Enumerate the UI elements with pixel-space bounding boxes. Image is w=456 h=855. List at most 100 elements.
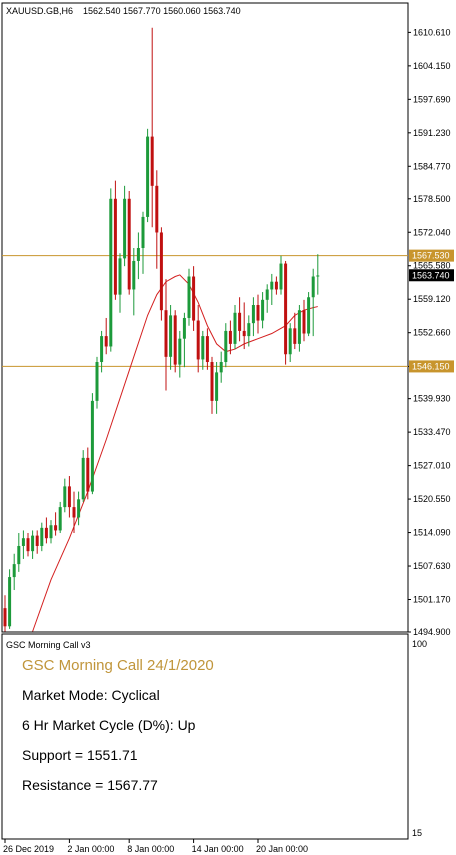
candle-body [261,299,265,321]
candle-body [3,608,7,627]
candle-body [297,310,301,344]
candle-body [136,248,140,261]
candle-body [205,336,209,363]
candle-body [104,336,108,347]
indicator-panel-frame [1,633,409,840]
candle-body [123,198,127,259]
candle-body [21,538,25,546]
indicator-name: GSC Morning Call v3 [6,640,91,650]
candle-body [109,198,113,347]
candle-body [17,545,21,565]
candle-body [164,310,168,357]
candle-body [100,336,104,363]
candle-body [293,328,297,344]
candle-body [12,564,16,578]
candle-body [302,310,306,334]
support-text: Support = 1551.71 [22,747,138,763]
price-tick-label: 1514.090 [413,528,451,538]
candle-body [81,457,85,500]
resistance-price-tag: 1567.530 [412,251,450,261]
candle-body [35,535,39,546]
time-axis: 26 Dec 2019 2 Jan 00:00 8 Jan 00:00 14 Jan … [3,839,308,854]
candle-body [113,198,117,295]
candle-body [233,312,237,344]
price-tick-label: 1494.900 [413,627,451,637]
candle-body [31,535,35,552]
symbol-label: XAUUSD.GB,H6 [6,6,73,16]
price-tick-label: 1604.150 [413,61,451,71]
price-tick-label: 1533.470 [413,427,451,437]
candle-body [201,336,205,360]
price-tick-label: 1520.550 [413,494,451,504]
price-tick-label: 1591.230 [413,128,451,138]
price-tags: 1567.530 1546.150 1563.740 [409,249,454,373]
candle-body [316,275,320,277]
market-mode-text: Market Mode: Cyclical [22,687,160,703]
candle-body [251,305,255,324]
price-tick-label: 1610.610 [413,27,451,37]
candle-body [265,289,269,300]
current-price-tag: 1563.740 [412,270,450,280]
candle-body [182,317,186,339]
candle-body [238,312,242,331]
price-tick-label: 1584.770 [413,161,451,171]
candle-body [192,276,196,321]
candle-body [72,507,76,518]
candle-body [284,263,288,355]
candle-body [169,315,173,357]
candle-body [141,216,145,249]
candle-body [178,338,182,365]
ohlc-values: 1562.540 1567.770 1560.060 1563.740 [83,6,241,16]
price-panel-frame [1,2,409,633]
candles [3,27,320,632]
candle-body [210,362,214,401]
indicator-scale-top: 100 [412,639,427,649]
candle-body [288,328,292,355]
candle-body [173,315,177,365]
horizontal-levels [2,255,408,367]
candle-body [187,276,191,318]
candle-body [67,486,71,508]
price-tick-label: 1578.500 [413,194,451,204]
candle-body [256,305,260,321]
candle-body [307,297,311,334]
candle-body [90,400,94,492]
candle-body [118,258,122,295]
support-price-tag: 1546.150 [412,361,450,371]
candle-body [270,281,274,290]
price-tick-label: 1559.120 [413,294,451,304]
candle-body [127,198,131,290]
price-tick-label: 1527.010 [413,461,451,471]
price-tick-label: 1597.690 [413,94,451,104]
indicator-title: GSC Morning Call 24/1/2020 [22,657,214,674]
price-tick-label: 1572.040 [413,227,451,237]
price-scale: 1610.610 1604.150 1597.690 1591.230 1584.770… [408,27,451,637]
candle-body [132,260,136,290]
candle-body [49,525,53,539]
time-tick-label: 2 Jan 00:00 [67,844,114,854]
candle-body [215,372,219,401]
price-tick-label: 1552.660 [413,328,451,338]
price-tick-label: 1507.630 [413,561,451,571]
market-cycle-text: 6 Hr Market Cycle (D%): Up [22,717,196,733]
time-tick-label: 20 Jan 00:00 [256,844,308,854]
candle-body [159,232,163,311]
indicator-scale-bottom: 15 [412,828,422,838]
candle-body [86,457,90,492]
time-tick-label: 26 Dec 2019 [3,844,54,854]
candle-body [26,538,30,552]
candle-body [196,320,200,360]
candle-body [155,185,159,233]
candle-body [311,276,315,298]
candle-body [44,527,48,539]
candle-body [146,136,150,217]
candle-body [77,499,81,518]
support-price-tag-bg [409,360,454,373]
time-tick-label: 8 Jan 00:00 [127,844,174,854]
resistance-price-tag-bg [409,249,454,262]
candle-body [279,263,283,290]
candle-body [242,330,246,337]
candle-body [8,577,12,627]
price-tick-label: 1501.170 [413,595,451,605]
resistance-text: Resistance = 1567.77 [22,777,158,793]
